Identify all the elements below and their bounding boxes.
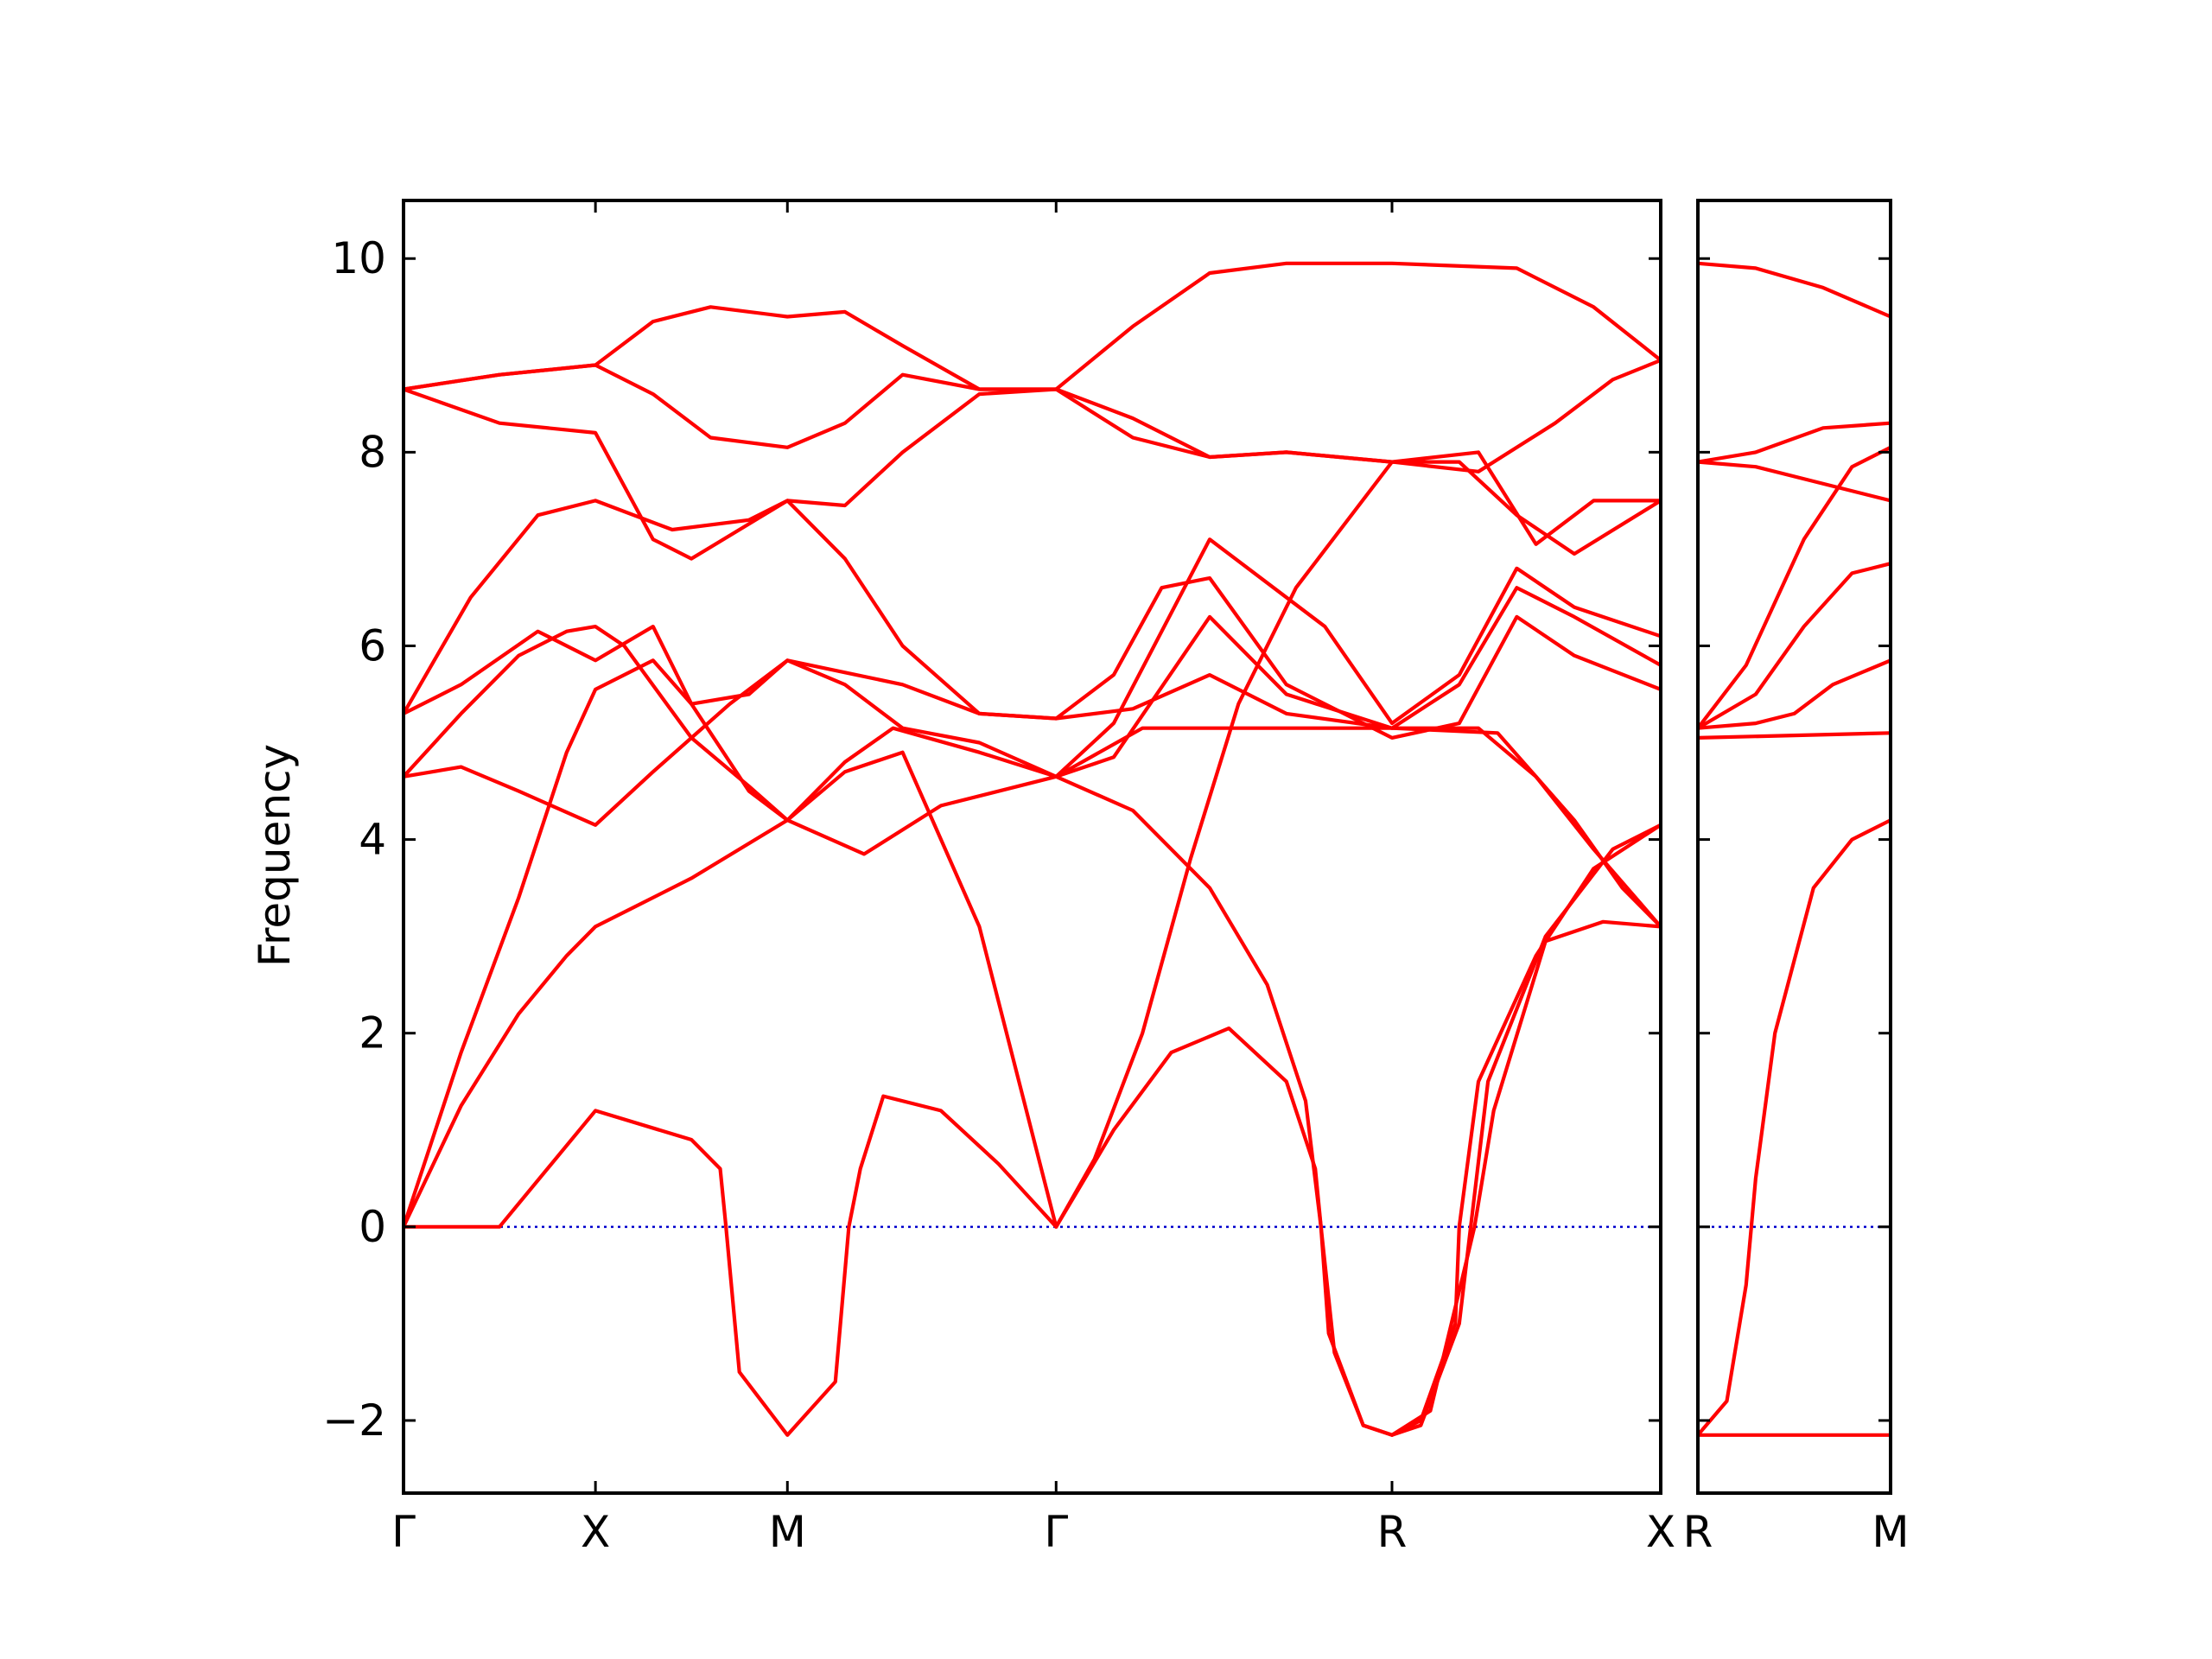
y-tick-label: 6: [359, 620, 386, 671]
band-line-5: [404, 625, 1058, 1229]
y-tick-label: −2: [322, 1395, 386, 1446]
x-tick-label: M: [1872, 1507, 1909, 1557]
x-tick-label: R: [1377, 1507, 1408, 1557]
band-line-11: [1054, 823, 1661, 1437]
band-line-7: [404, 387, 1661, 929]
band-line-1: [404, 726, 1661, 1229]
y-tick-label: 2: [359, 1008, 386, 1058]
band-line-4: [1698, 658, 1891, 730]
band-line-3: [1698, 731, 1891, 740]
plot-frame: [1696, 199, 1892, 1495]
band-line-5: [1698, 562, 1891, 730]
x-tick-label: M: [769, 1507, 806, 1557]
plot-frame: [402, 199, 1662, 1495]
band-line-7: [1698, 460, 1891, 503]
y-tick-label: 4: [359, 815, 386, 865]
band-line-4: [404, 537, 1661, 856]
y-axis-label: Frequency: [250, 744, 300, 967]
band-line-10: [404, 1094, 1058, 1437]
band-line-6: [404, 387, 1661, 715]
band-line-2: [1698, 818, 1891, 1437]
y-tick-label: 10: [331, 233, 386, 283]
x-tick-label: R: [1683, 1507, 1713, 1557]
x-tick-label: X: [581, 1507, 610, 1557]
band-line-12: [1054, 358, 1661, 1229]
band-line-8: [1698, 421, 1891, 464]
y-tick-label: 8: [359, 427, 386, 477]
band-line-3: [404, 586, 1661, 827]
main-panel: −2 0 2 4 6 8 10 Γ X M Γ R X: [322, 199, 1675, 1557]
band-line-9: [1698, 261, 1891, 319]
x-tick-label: X: [1646, 1507, 1675, 1557]
x-tick-label: Γ: [1044, 1507, 1068, 1557]
y-tick-label: 0: [359, 1202, 386, 1252]
band-line-14: [1389, 919, 1661, 1437]
band-line-6: [1698, 445, 1891, 730]
band-line-8: [404, 363, 1661, 556]
band-line-9: [404, 261, 1661, 391]
band-line-13: [1054, 774, 1661, 1437]
x-tick-label: Γ: [391, 1507, 416, 1557]
